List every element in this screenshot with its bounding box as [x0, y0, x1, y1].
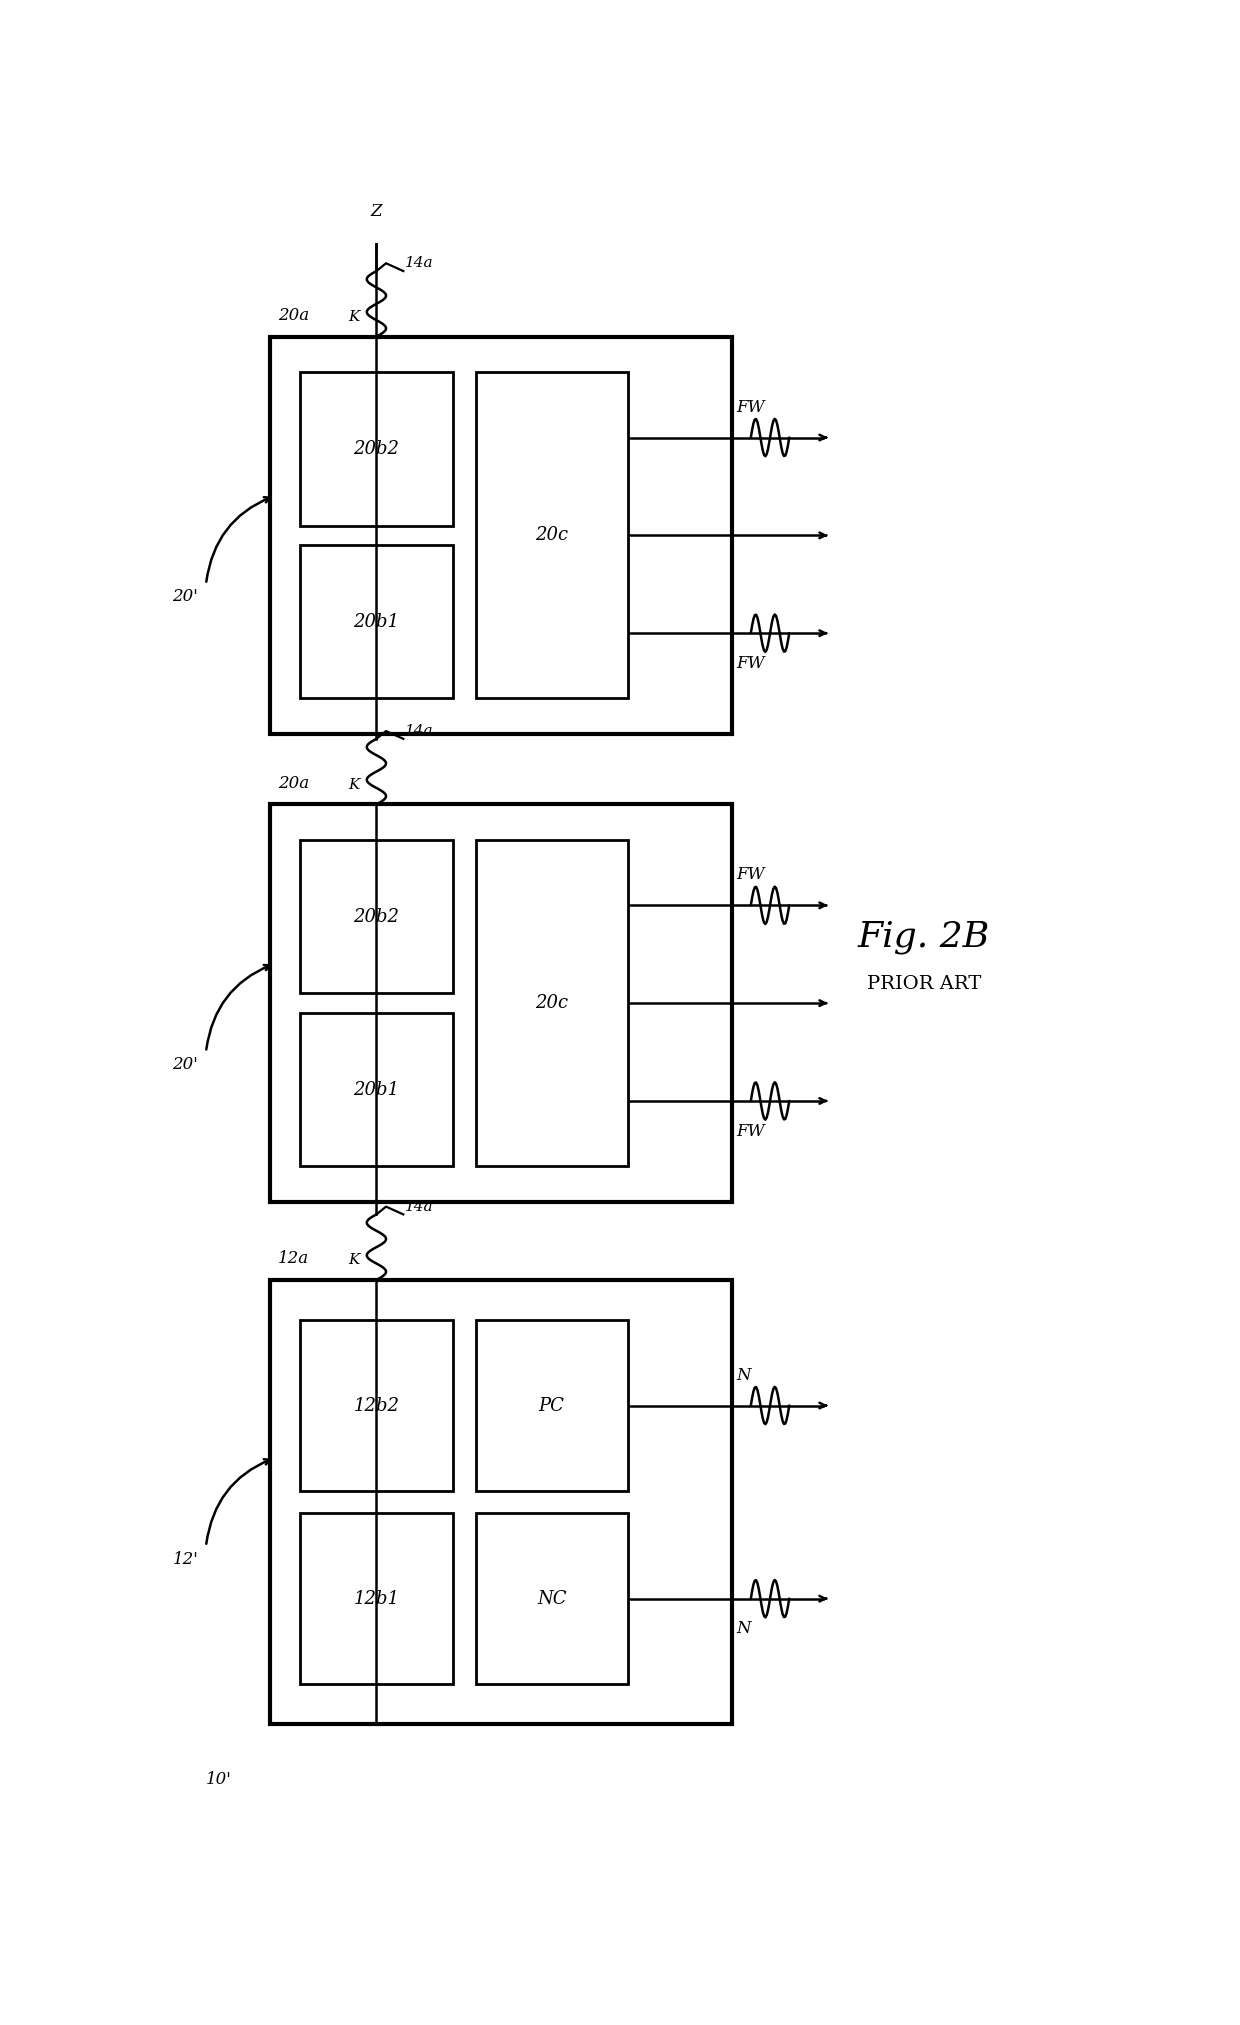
Text: 20b1: 20b1: [353, 1081, 399, 1098]
Text: PRIOR ART: PRIOR ART: [867, 974, 981, 992]
Bar: [476, 373, 627, 699]
Text: K: K: [347, 1253, 360, 1268]
Bar: [476, 1320, 627, 1490]
Bar: [300, 840, 453, 994]
Text: 20a: 20a: [278, 776, 309, 792]
Bar: [300, 1012, 453, 1166]
Text: 12a: 12a: [278, 1249, 309, 1268]
Text: N: N: [737, 1620, 751, 1638]
Text: 20b1: 20b1: [353, 614, 399, 630]
Text: 14a: 14a: [405, 257, 434, 269]
Text: 12b2: 12b2: [353, 1397, 399, 1415]
Bar: [300, 545, 453, 699]
Text: N: N: [737, 1367, 751, 1383]
Bar: [270, 804, 732, 1203]
Text: FW: FW: [737, 654, 765, 672]
Text: 12b1: 12b1: [353, 1590, 399, 1608]
Text: 14a: 14a: [405, 725, 434, 737]
Bar: [300, 373, 453, 526]
Text: 20b2: 20b2: [353, 439, 399, 458]
Bar: [300, 1513, 453, 1685]
Text: FW: FW: [737, 399, 765, 415]
Text: FW: FW: [737, 867, 765, 883]
Text: Z: Z: [371, 202, 382, 219]
Text: 20c: 20c: [536, 994, 568, 1012]
Text: PC: PC: [538, 1397, 564, 1415]
Text: K: K: [347, 310, 360, 324]
Text: 12': 12': [172, 1551, 198, 1567]
Bar: [476, 1513, 627, 1685]
Text: K: K: [347, 778, 360, 792]
Text: 10': 10': [206, 1772, 232, 1788]
Text: 20b2: 20b2: [353, 907, 399, 925]
Bar: [300, 1320, 453, 1490]
Text: Fig. 2B: Fig. 2B: [858, 919, 990, 954]
Text: 20c: 20c: [536, 526, 568, 545]
Bar: [270, 336, 732, 735]
Text: FW: FW: [737, 1122, 765, 1140]
Text: 20': 20': [172, 1057, 198, 1073]
Text: 14a: 14a: [405, 1199, 434, 1213]
Text: NC: NC: [537, 1590, 567, 1608]
Bar: [270, 1280, 732, 1725]
Bar: [476, 840, 627, 1166]
Text: 20a: 20a: [278, 308, 309, 324]
Text: 20': 20': [172, 589, 198, 605]
